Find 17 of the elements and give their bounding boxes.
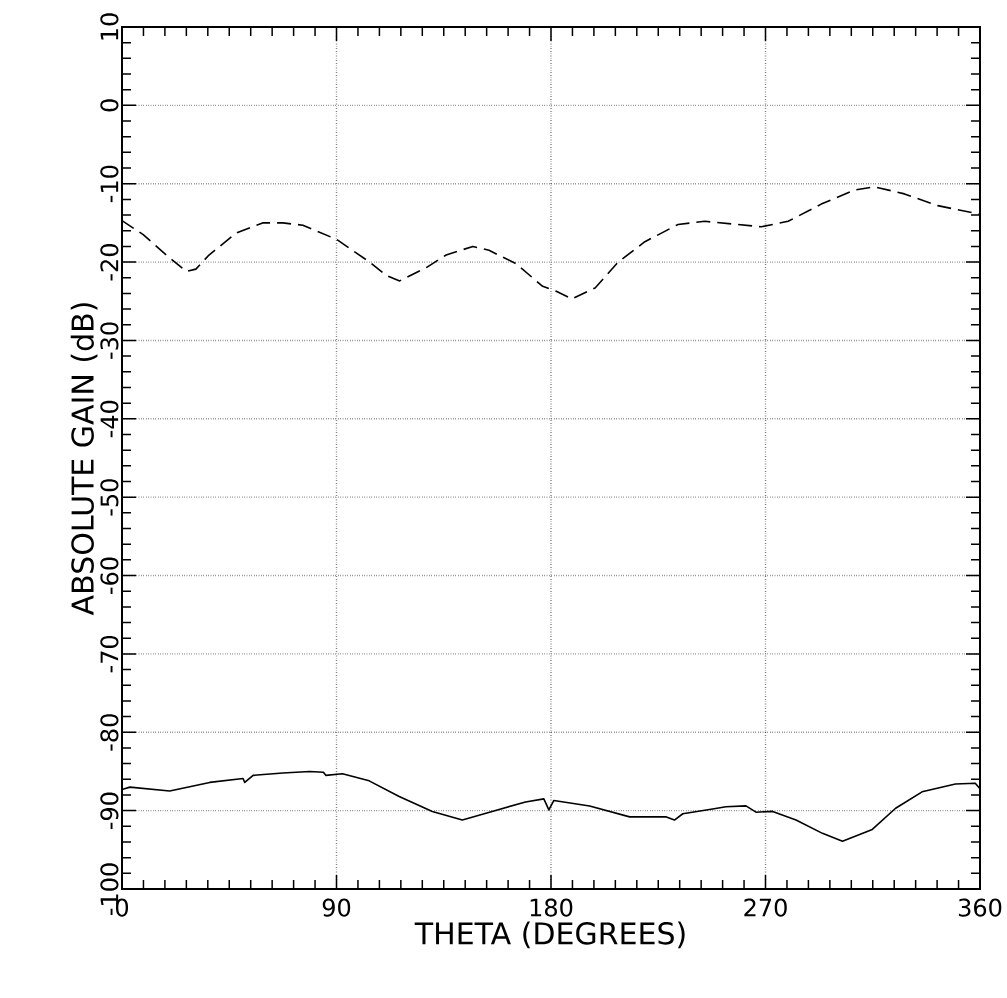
y-tick-label: -80	[100, 714, 119, 751]
y-tick-label: -20	[100, 244, 119, 281]
y-tick-label: -40	[100, 400, 119, 438]
y-tick-label: -30	[100, 322, 119, 359]
x-tick-label: 270	[744, 898, 787, 917]
x-tick-label: 360	[958, 898, 1002, 917]
x-tick-label: 180	[530, 898, 573, 917]
x-tick-label: 90	[322, 898, 351, 917]
y-tick-label: -10	[100, 165, 119, 203]
y-tick-label: -60	[100, 557, 119, 594]
y-tick-label: -90	[100, 792, 119, 830]
y-tick-label: 10	[100, 13, 119, 40]
y-tick-label: -70	[100, 635, 119, 673]
y-tick-label: 0	[100, 99, 119, 112]
y-tick-label: -50	[100, 479, 119, 516]
x-axis-title: THETA (DEGREES)	[414, 921, 685, 949]
y-axis-title: ABSOLUTE GAIN (dB)	[70, 303, 98, 616]
